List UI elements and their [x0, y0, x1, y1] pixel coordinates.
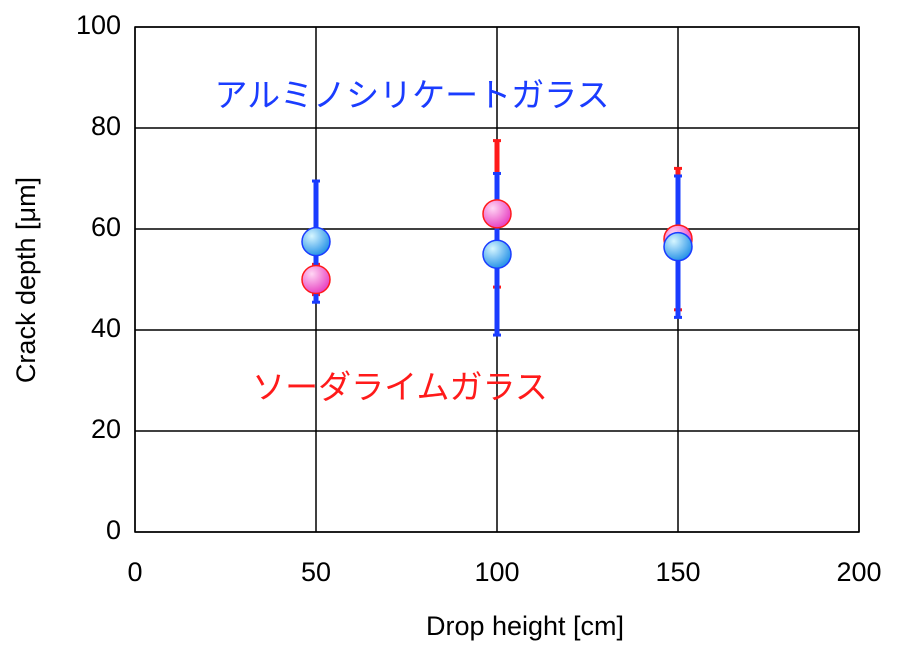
x-tick-label: 100: [474, 557, 519, 587]
y-tick-label: 60: [91, 212, 121, 242]
y-axis-label: Crack depth [μm]: [11, 177, 41, 383]
y-tick-label: 100: [76, 10, 121, 40]
marker: [482, 239, 512, 269]
y-tick-label: 40: [91, 313, 121, 343]
x-tick-label: 50: [301, 557, 331, 587]
x-axis-label: Drop height [cm]: [426, 611, 624, 641]
x-tick-label: 0: [127, 557, 142, 587]
x-tick-label: 200: [836, 557, 881, 587]
legend-label: アルミノシリケートガラス: [214, 77, 609, 114]
y-tick-label: 80: [91, 111, 121, 141]
marker: [663, 231, 693, 262]
y-tick-label: 20: [91, 414, 121, 444]
marker: [301, 264, 331, 295]
marker: [301, 226, 331, 257]
legend-label: ソーダライムガラス: [252, 369, 548, 406]
plot-frame: [134, 26, 860, 533]
marker: [482, 199, 512, 229]
x-tick-label: 150: [655, 557, 700, 587]
y-tick-label: 0: [106, 515, 121, 545]
